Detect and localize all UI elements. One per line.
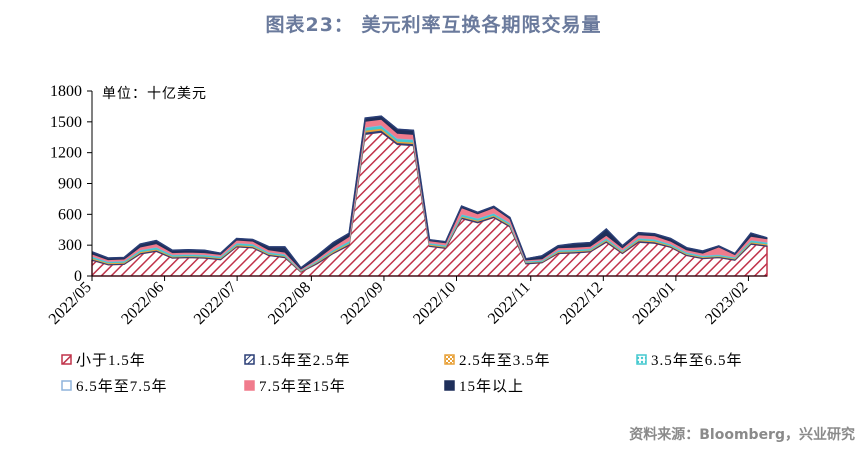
x-tick-label: 2022/05 — [46, 279, 95, 328]
legend-swatch-5 — [61, 380, 72, 391]
legend-label-5: 6.5年至7.5年 — [76, 378, 168, 395]
source-note: 资料来源：Bloomberg，兴业研究 — [629, 427, 855, 443]
x-tick-label: 2022/10 — [410, 279, 459, 328]
y-tick-label: 1200 — [50, 145, 82, 162]
legend-label-6: 7.5年至15年 — [259, 378, 346, 395]
x-tick-label: 2022/07 — [191, 279, 240, 328]
x-tick-label: 2023/02 — [702, 279, 751, 328]
x-tick-label: 2022/12 — [557, 279, 606, 328]
x-tick-label: 2022/06 — [118, 279, 167, 328]
legend: 小于1.5年 1.5年至2.5年 2.5年至3.5年 3.5年至6.5年 6.5年至7.… — [61, 352, 743, 395]
legend-label-2: 1.5年至2.5年 — [259, 352, 351, 369]
y-tick-label: 0 — [74, 268, 82, 285]
legend-label-1: 小于1.5年 — [76, 352, 146, 369]
legend-swatch-6 — [244, 380, 255, 391]
legend-swatch-7 — [444, 380, 455, 391]
legend-label-4: 3.5年至6.5年 — [651, 352, 743, 369]
y-tick-label: 300 — [58, 237, 82, 254]
x-tick-label: 2022/08 — [265, 279, 314, 328]
y-tick-label: 900 — [58, 176, 82, 193]
total-outline — [91, 115, 768, 269]
x-tick-label: 2022/11 — [485, 279, 534, 328]
legend-swatch-4 — [636, 354, 647, 365]
legend-swatch-2 — [244, 354, 255, 365]
legend-label-3: 2.5年至3.5年 — [459, 352, 551, 369]
legend-swatch-3 — [444, 354, 455, 365]
y-tick-label: 1800 — [50, 83, 82, 100]
y-tick-label: 600 — [58, 206, 82, 223]
chart-title: 图表23： 美元利率互换各期限交易量 — [265, 14, 602, 36]
x-tick-label: 2023/01 — [630, 279, 679, 328]
y-tick-label: 1500 — [50, 114, 82, 131]
unit-label: 单位：十亿美元 — [102, 86, 207, 102]
x-tick-label: 2022/09 — [338, 279, 387, 328]
legend-label-7: 15年以上 — [459, 378, 524, 395]
legend-swatch-1 — [61, 354, 72, 365]
